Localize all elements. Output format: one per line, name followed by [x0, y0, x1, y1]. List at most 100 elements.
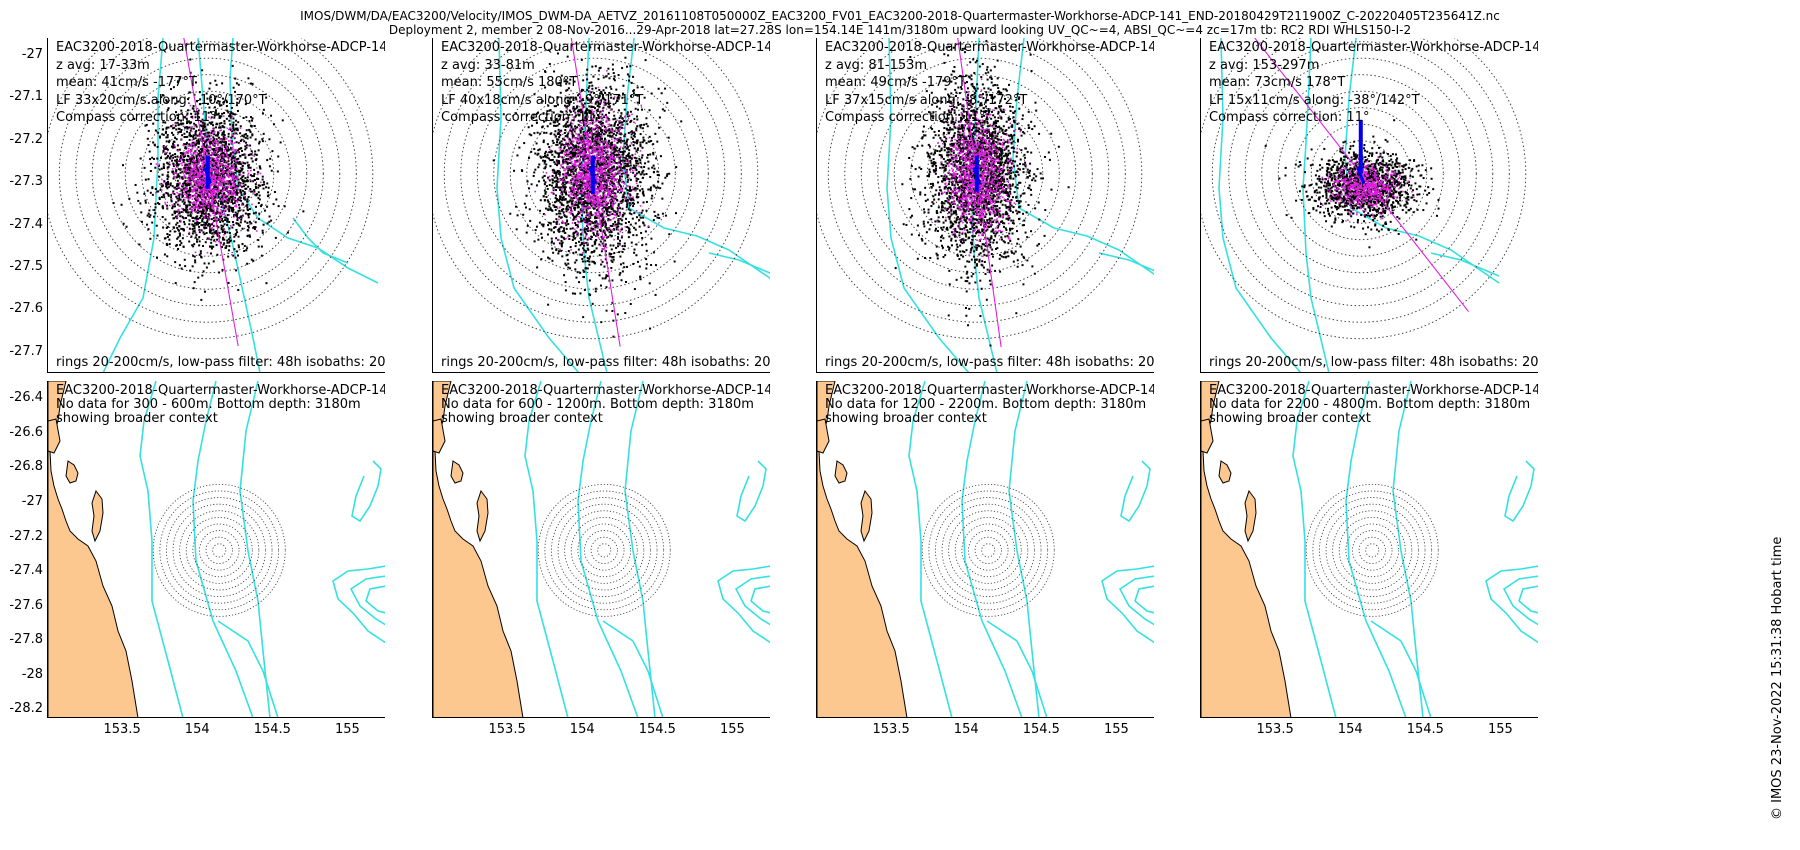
map-canvas: [1201, 381, 1538, 717]
compass-correction-label: Compass correction: 11°: [825, 110, 986, 125]
isobath-line: [332, 565, 385, 644]
speed-ring: [212, 543, 227, 558]
speed-ring: [557, 503, 651, 597]
compass-correction-label: Compass correction: 11°: [56, 110, 217, 125]
island: [65, 460, 79, 484]
island: [476, 489, 489, 543]
speed-ring: [921, 483, 1055, 617]
speed-ring: [1277, 90, 1444, 257]
isobath-line: [1302, 38, 1330, 372]
coastline-land: [1201, 381, 1292, 717]
speed-ring: [1365, 543, 1380, 558]
lowpass-ellipse-label: LF 40x18cm/s along: -9°/171°T: [441, 92, 644, 108]
panel-title: EAC3200-2018-Quartermaster-Workhorse-ADC…: [825, 40, 1154, 55]
speed-ring: [537, 483, 671, 617]
speed-ring: [1305, 483, 1439, 617]
x-tick-label: 154.5: [1406, 722, 1444, 737]
coastline-land: [433, 381, 524, 717]
x-tick-label: 153.5: [488, 722, 526, 737]
island: [48, 418, 61, 454]
speed-ring: [877, 74, 1077, 274]
island: [860, 489, 873, 543]
speed-ring: [58, 38, 357, 323]
speed-ring: [981, 543, 996, 558]
speed-ring: [174, 140, 242, 208]
y-tick-label: -27: [21, 493, 43, 509]
depth-range-label: z avg: 81-153m: [825, 57, 928, 73]
speed-ring: [141, 107, 275, 241]
figure-title: IMOS/DWM/DA/EAC3200/Velocity/IMOS_DWM-DA…: [300, 9, 1500, 23]
speed-ring: [493, 74, 693, 274]
isobath-line: [1101, 565, 1154, 644]
isobath-line: [1504, 460, 1535, 523]
speed-ring: [542, 123, 643, 224]
speed-ring: [941, 503, 1035, 597]
x-tick-label: 155: [1104, 722, 1129, 737]
isobath-line: [1012, 38, 1154, 276]
panel-title: EAC3200-2018-Quartermaster-Workhorse-ADC…: [56, 383, 385, 398]
speed-ring: [179, 510, 260, 591]
isobath-line: [496, 38, 580, 372]
mean-current-arrow-head: [588, 167, 598, 185]
speed-ring: [817, 38, 1143, 340]
x-tick-label: 154: [184, 722, 210, 737]
rings-footer: rings 20-200cm/s, low-pass filter: 48h i…: [441, 355, 770, 370]
no-data-note: No data for 1200 - 2200m. Bottom depth: …: [825, 397, 1147, 412]
y-tick-label: -27.6: [9, 597, 43, 613]
isobath-line: [986, 620, 1048, 717]
rings-footer: rings 20-200cm/s, low-pass filter: 48h i…: [56, 355, 385, 370]
isobath-line: [1134, 585, 1154, 614]
current-scatter-panel-1: EAC3200-2018-Quartermaster-Workhorse-ADC…: [47, 38, 385, 373]
isobath-line: [239, 381, 271, 717]
lowpass-velocity-points: [534, 69, 650, 269]
current-scatter-panel-3: EAC3200-2018-Quartermaster-Workhorse-ADC…: [816, 38, 1154, 373]
speed-ring: [551, 497, 658, 604]
speed-ring: [577, 523, 632, 578]
speed-ring: [476, 57, 709, 290]
speed-ring: [192, 523, 247, 578]
speed-ring: [199, 530, 240, 571]
speed-ring: [152, 483, 286, 617]
isobath-line: [349, 575, 385, 626]
timestamp-stamp: © IMOS 23-Nov-2022 15:31:38 Hobart time: [1770, 536, 1785, 820]
island: [817, 418, 830, 454]
speed-ring: [827, 38, 1126, 323]
isobath-line: [750, 585, 770, 614]
current-scatter-panel-4: EAC3200-2018-Quartermaster-Workhorse-ADC…: [1200, 38, 1538, 373]
mean-velocity-label: mean: 55cm/s 180°T: [441, 75, 578, 90]
island: [450, 460, 464, 484]
figure-subtitle: Deployment 2, member 2 08-Nov-2016...29-…: [388, 23, 1412, 37]
speed-ring: [1352, 530, 1393, 571]
speed-ring: [526, 107, 660, 241]
context-note: showing broader context: [56, 411, 218, 426]
speed-ring: [460, 41, 726, 307]
isobath-line: [908, 381, 953, 717]
y-tick-label: -27.4: [9, 563, 43, 579]
isobath-line: [1098, 252, 1154, 272]
y-tick-label: -27.5: [9, 258, 43, 274]
speed-ring: [1228, 41, 1494, 307]
mean-current-arrow-head: [972, 167, 982, 185]
y-tick-label: -26.4: [9, 390, 43, 406]
isobath-line: [1292, 381, 1337, 717]
depth-range-label: z avg: 17-33m: [56, 57, 150, 73]
speed-ring: [954, 516, 1022, 584]
y-tick-label: -27.1: [9, 89, 43, 105]
island: [1244, 489, 1257, 543]
speed-ring: [597, 543, 612, 558]
x-tick-label: 154: [569, 722, 595, 737]
isobath-line: [1392, 381, 1424, 717]
panel-canvas: [817, 38, 1154, 372]
lowpass-ellipse-label: LF 15x11cm/s along: -38°/142°T: [1209, 92, 1420, 108]
map-canvas: [48, 381, 385, 717]
speed-ring: [1211, 38, 1510, 323]
depth-range-label: z avg: 153-297m: [1209, 57, 1320, 73]
speed-ring: [166, 497, 273, 604]
rings-footer: rings 20-200cm/s, low-pass filter: 48h i…: [1209, 355, 1538, 370]
speed-ring: [844, 41, 1110, 307]
isobath-line: [192, 381, 254, 717]
speed-ring: [935, 497, 1042, 604]
isobath-line: [1345, 381, 1407, 717]
x-tick-label: 154.5: [253, 722, 291, 737]
isobath-line: [1008, 381, 1040, 717]
